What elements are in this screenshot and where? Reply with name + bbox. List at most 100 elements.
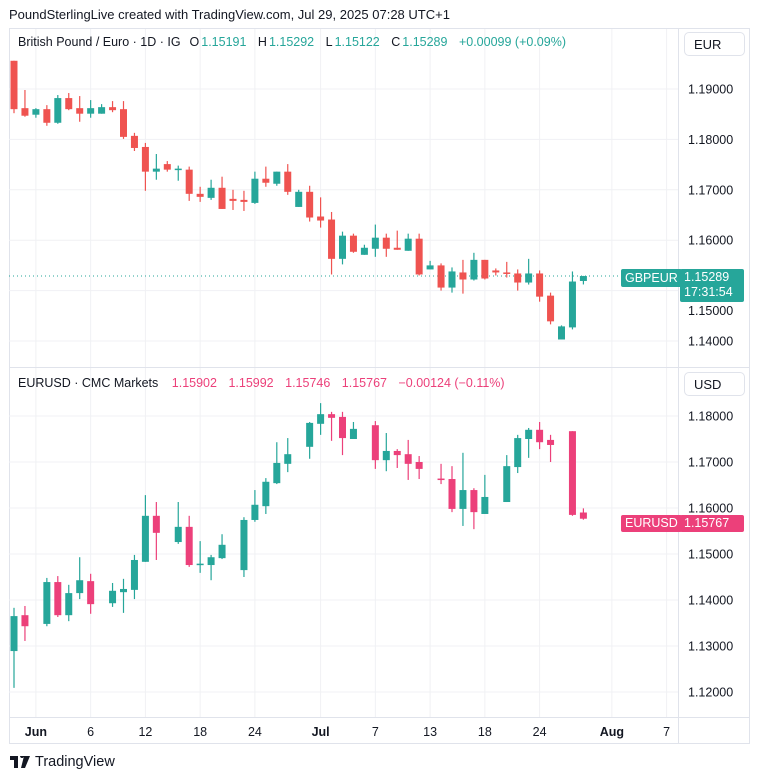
candle[interactable] [152, 502, 160, 560]
candle[interactable] [568, 271, 576, 330]
candle[interactable] [207, 179, 215, 200]
candle[interactable] [426, 260, 434, 270]
candle[interactable] [328, 211, 336, 275]
candle[interactable] [306, 185, 314, 222]
candle[interactable] [65, 584, 73, 622]
candle[interactable] [339, 411, 346, 456]
candle[interactable] [218, 534, 226, 560]
candle[interactable] [251, 490, 259, 522]
candle[interactable] [120, 578, 127, 613]
candle[interactable] [404, 439, 412, 480]
candle[interactable] [141, 142, 149, 191]
candle[interactable] [492, 268, 500, 276]
candle[interactable] [130, 132, 138, 151]
candle[interactable] [207, 554, 215, 581]
candle[interactable] [371, 224, 379, 257]
candle[interactable] [514, 434, 522, 474]
candle[interactable] [470, 488, 478, 530]
candle[interactable] [196, 541, 204, 573]
candle[interactable] [339, 231, 346, 265]
candle[interactable] [87, 100, 95, 118]
candle[interactable] [481, 259, 489, 280]
candle[interactable] [218, 176, 226, 209]
candle[interactable] [65, 93, 73, 111]
candle[interactable] [306, 421, 314, 459]
candle[interactable] [120, 101, 127, 139]
candle[interactable] [251, 171, 259, 204]
candle[interactable] [163, 161, 171, 172]
candle[interactable] [579, 275, 587, 285]
candle[interactable] [273, 171, 281, 186]
candle[interactable] [141, 495, 149, 562]
top-symbol[interactable]: British Pound / Euro · 1D · IG [18, 35, 181, 49]
candle[interactable] [295, 189, 303, 207]
candle[interactable] [196, 186, 204, 202]
candle[interactable] [240, 190, 248, 211]
candle[interactable] [558, 325, 565, 340]
candle[interactable] [54, 576, 62, 618]
currency-button-usd[interactable]: USD [684, 372, 745, 396]
candle[interactable] [382, 233, 390, 257]
candle[interactable] [87, 573, 95, 614]
candle[interactable] [568, 431, 576, 516]
candle[interactable] [54, 95, 62, 124]
candle[interactable] [448, 466, 456, 513]
candle[interactable] [43, 577, 51, 627]
candle[interactable] [240, 517, 248, 577]
candle[interactable] [21, 605, 29, 641]
candle[interactable] [579, 508, 587, 520]
bottom-symbol[interactable]: EURUSD · CMC Markets [18, 376, 159, 390]
candle[interactable] [514, 269, 522, 291]
candle[interactable] [437, 463, 445, 485]
candle[interactable] [328, 411, 336, 441]
currency-button-eur[interactable]: EUR [684, 32, 745, 56]
candle[interactable] [415, 233, 423, 276]
candle[interactable] [547, 292, 555, 325]
candle[interactable] [76, 557, 84, 600]
candle[interactable] [152, 154, 160, 180]
candle[interactable] [349, 421, 357, 439]
candle[interactable] [536, 421, 544, 450]
candle[interactable] [98, 104, 106, 114]
candle[interactable] [503, 455, 511, 503]
candle[interactable] [76, 96, 84, 122]
candle[interactable] [21, 90, 29, 117]
candle[interactable] [536, 270, 544, 302]
tradingview-logo[interactable]: TradingView [10, 754, 115, 770]
candle[interactable] [262, 478, 270, 514]
candle[interactable] [10, 60, 18, 114]
candle[interactable] [349, 233, 357, 253]
candle[interactable] [185, 166, 193, 201]
candle[interactable] [459, 452, 467, 526]
candle[interactable] [393, 449, 401, 468]
candle[interactable] [130, 554, 138, 600]
candle[interactable] [437, 263, 445, 291]
candle[interactable] [415, 456, 423, 480]
candle[interactable] [109, 582, 117, 607]
candle[interactable] [404, 233, 412, 251]
candle[interactable] [174, 502, 182, 544]
candle[interactable] [470, 252, 478, 281]
candle[interactable] [317, 403, 325, 435]
candle[interactable] [32, 108, 40, 118]
candle[interactable] [393, 230, 401, 250]
candle[interactable] [317, 197, 325, 228]
candle[interactable] [284, 164, 292, 195]
candle[interactable] [371, 421, 379, 469]
candle[interactable] [459, 259, 467, 294]
candle[interactable] [382, 433, 390, 472]
candle[interactable] [360, 244, 368, 255]
candle[interactable] [273, 442, 281, 485]
candle[interactable] [185, 515, 193, 567]
candle[interactable] [262, 166, 270, 187]
candle[interactable] [10, 607, 18, 688]
candle[interactable] [43, 105, 51, 126]
candle[interactable] [481, 474, 489, 514]
candle[interactable] [525, 258, 533, 285]
candle[interactable] [229, 189, 237, 210]
candle[interactable] [109, 101, 117, 113]
candle[interactable] [448, 267, 456, 293]
candle[interactable] [174, 165, 182, 181]
candle[interactable] [284, 438, 292, 473]
